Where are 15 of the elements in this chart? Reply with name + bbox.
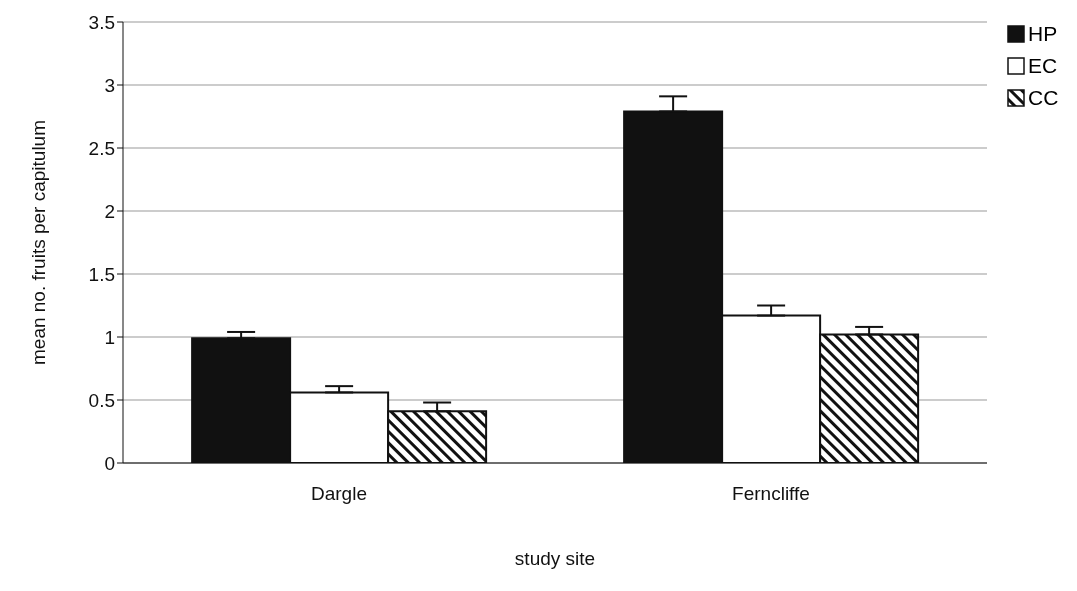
y-tick-label: 0.5: [88, 389, 115, 411]
legend-label: CC: [1028, 86, 1059, 110]
legend-label: HP: [1028, 22, 1058, 46]
x-tick-label: Dargle: [311, 483, 367, 505]
y-axis-title: mean no. fruits per capitulum: [27, 119, 49, 366]
y-tick-label: 0: [104, 452, 115, 474]
y-tick-label: 3.5: [88, 11, 115, 33]
x-tick-label: Ferncliffe: [732, 483, 810, 505]
y-tick-label: 3: [104, 74, 115, 96]
y-tick-label: 2: [104, 200, 115, 222]
y-tick-label: 1: [104, 326, 115, 348]
x-axis-title: study site: [514, 548, 596, 569]
y-tick-label: 2.5: [88, 137, 115, 159]
legend-label: EC: [1028, 54, 1058, 78]
y-tick-label: 1.5: [88, 263, 115, 285]
